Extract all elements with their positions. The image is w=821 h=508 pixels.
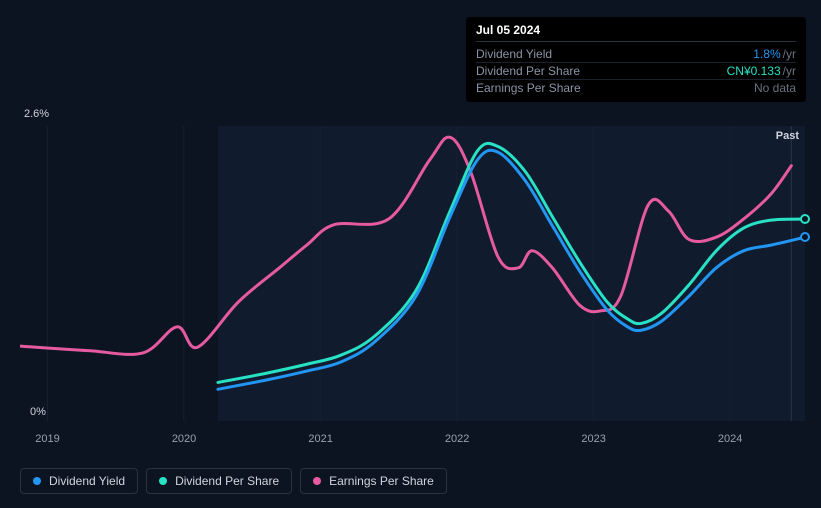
legend-item[interactable]: Dividend Per Share [146,468,292,494]
tooltip-row-value: No data [754,81,796,95]
legend-label: Dividend Yield [49,474,125,488]
legend-item[interactable]: Earnings Per Share [300,468,447,494]
legend-item[interactable]: Dividend Yield [20,468,138,494]
series-end-marker [800,214,810,224]
x-axis-tick-label: 2020 [172,433,196,445]
tooltip-row-label: Dividend Yield [476,47,552,61]
tooltip-row-value: 1.8%/yr [753,47,796,61]
tooltip-row-label: Dividend Per Share [476,64,580,78]
legend-swatch [313,477,321,485]
tooltip-row: Earnings Per Share No data [476,80,796,96]
legend-swatch [33,477,41,485]
tooltip-row-value: CN¥0.133/yr [727,64,796,78]
x-axis-tick-label: 2019 [35,433,59,445]
legend-swatch [159,477,167,485]
line-chart: 2.6% 0% Past 201920202021202220232024 [20,108,805,428]
chart-legend: Dividend Yield Dividend Per Share Earnings… [20,468,447,494]
x-axis-tick-label: 2022 [445,433,469,445]
tooltip-row: Dividend Yield 1.8%/yr [476,46,796,63]
tooltip-row: Dividend Per Share CN¥0.133/yr [476,63,796,80]
chart-tooltip: Jul 05 2024Dividend Yield1.8%/yrDividend… [466,17,806,102]
series-end-marker [800,232,810,242]
x-axis-tick-label: 2024 [718,433,742,445]
y-axis-min-label: 0% [30,406,46,418]
x-axis-tick-label: 2023 [581,433,605,445]
x-axis-tick-label: 2021 [308,433,332,445]
chart-svg [20,126,805,421]
tooltip-date: Jul 05 2024 [476,23,796,42]
past-label: Past [776,130,799,142]
legend-label: Dividend Per Share [175,474,279,488]
y-axis-max-label: 2.6% [24,108,49,120]
tooltip-row-label: Earnings Per Share [476,81,581,95]
legend-label: Earnings Per Share [329,474,434,488]
